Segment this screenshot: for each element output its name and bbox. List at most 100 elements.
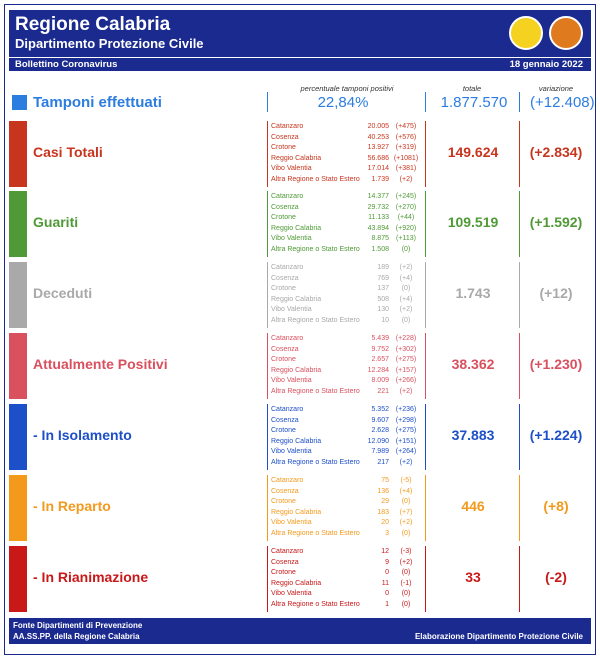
footer-source-agency: AA.SS.PP. della Regione Calabria — [13, 632, 140, 641]
province-delta: (+2) — [399, 519, 413, 526]
section-separator — [519, 404, 520, 470]
province-value: 12.090 — [367, 437, 389, 445]
province-delta: (0) — [401, 245, 411, 253]
province-row: Catanzaro 12 (-3) — [271, 547, 421, 558]
province-delta: (+151) — [395, 437, 417, 445]
province-row: Cosenza 40.253 (+576) — [271, 133, 421, 144]
province-name: Vibo Valentia — [271, 165, 312, 172]
section-color-bar — [9, 121, 27, 187]
section-separator — [425, 121, 426, 187]
province-name: Reggio Calabria — [271, 154, 322, 162]
province-value: 20.005 — [367, 123, 389, 130]
province-list: Catanzaro 20.005 (+475) Cosenza 40.253 (+576)… — [271, 122, 421, 185]
province-row: Reggio Calabria 12.090 (+151) — [271, 437, 421, 448]
province-name: Reggio Calabria — [271, 224, 322, 232]
province-name: Crotone — [271, 285, 296, 292]
province-delta: (+576) — [395, 133, 417, 141]
province-name: Altra Regione o Stato Estero — [271, 529, 360, 537]
section-variation: (-2) — [545, 569, 567, 585]
section-separator — [425, 262, 426, 328]
province-value: 10 — [381, 316, 389, 324]
region-title: Regione Calabria — [15, 14, 171, 35]
section-separator — [267, 121, 268, 187]
province-value: 9.752 — [371, 345, 389, 353]
province-row: Vibo Valentia 8.009 (+266) — [271, 376, 421, 387]
footer-credit: Elaborazione Dipartimento Protezione Civ… — [414, 632, 583, 641]
province-name: Crotone — [271, 144, 296, 151]
column-header-percentage: percentuale tamponi positivi — [300, 84, 394, 93]
province-name: Cosenza — [271, 133, 299, 141]
province-delta: (0) — [401, 498, 411, 505]
bulletin-bar: Bollettino Coronavirus 18 gennaio 2022 — [9, 58, 591, 71]
province-row: Altra Regione o Stato Estero 3 (0) — [271, 529, 421, 540]
province-value: 137 — [377, 285, 389, 292]
section-4: - In Isolamento Catanzaro 5.352 (+236) Cosen… — [9, 404, 591, 470]
section-6: - In Rianimazione Catanzaro 12 (-3) Cosenza 9… — [9, 546, 591, 612]
province-row: Catanzaro 189 (+2) — [271, 263, 421, 274]
province-delta: (-3) — [400, 548, 412, 555]
province-delta: (+1081) — [393, 154, 419, 162]
province-row: Cosenza 9.752 (+302) — [271, 345, 421, 356]
section-separator — [519, 546, 520, 612]
province-list: Catanzaro 5.352 (+236) Cosenza 9.607 (+298) Cr… — [271, 405, 421, 468]
province-name: Vibo Valentia — [271, 590, 312, 597]
section-color-bar — [9, 191, 27, 257]
province-row: Reggio Calabria 183 (+7) — [271, 508, 421, 519]
section-separator — [267, 404, 268, 470]
province-delta: (+2) — [399, 558, 413, 566]
province-delta: (+475) — [395, 123, 417, 130]
section-color-bar — [9, 475, 27, 541]
tamponi-total: 1.877.570 — [440, 94, 508, 111]
province-value: 1.508 — [371, 245, 389, 253]
province-row: Crotone 2.657 (+275) — [271, 355, 421, 366]
province-name: Crotone — [271, 356, 296, 363]
province-delta: (+266) — [395, 377, 417, 384]
province-delta: (+264) — [395, 448, 417, 455]
section-color-bar — [9, 262, 27, 328]
province-value: 217 — [377, 458, 389, 466]
province-name: Catanzaro — [271, 548, 304, 555]
bulletin-date: 18 gennaio 2022 — [509, 59, 583, 70]
tamponi-separator — [267, 92, 268, 112]
province-value: 1 — [385, 600, 389, 608]
province-value: 12.284 — [367, 366, 389, 374]
section-color-bar — [9, 404, 27, 470]
province-delta: (+44) — [397, 214, 415, 221]
province-name: Catanzaro — [271, 123, 304, 130]
section-color-bar — [9, 333, 27, 399]
section-separator — [425, 475, 426, 541]
province-delta: (0) — [401, 316, 411, 324]
province-row: Catanzaro 14.377 (+245) — [271, 192, 421, 203]
section-2: Deceduti Catanzaro 189 (+2) Cosenza 769 (+4) Cr… — [9, 262, 591, 328]
province-value: 43.894 — [367, 224, 389, 232]
province-value: 183 — [377, 508, 389, 516]
section-label: Casi Totali — [33, 144, 103, 160]
section-1: Guariti Catanzaro 14.377 (+245) Cosenza 29.73… — [9, 191, 591, 257]
province-list: Catanzaro 14.377 (+245) Cosenza 29.732 (+270)… — [271, 192, 421, 255]
province-name: Altra Regione o Stato Estero — [271, 387, 360, 395]
province-name: Vibo Valentia — [271, 235, 312, 242]
province-row: Altra Regione o Stato Estero 217 (+2) — [271, 458, 421, 469]
province-value: 12 — [381, 548, 389, 555]
province-delta: (+2) — [399, 458, 413, 466]
section-separator — [425, 404, 426, 470]
province-value: 20 — [381, 519, 389, 526]
province-name: Vibo Valentia — [271, 306, 312, 313]
tamponi-percentage: 22,84% — [317, 94, 369, 111]
province-value: 29.732 — [367, 203, 389, 211]
province-delta: (+113) — [396, 235, 416, 242]
province-value: 189 — [377, 264, 389, 271]
province-value: 0 — [385, 569, 389, 576]
province-delta: (+302) — [395, 345, 417, 353]
province-delta: (+2) — [399, 306, 413, 313]
province-row: Catanzaro 5.439 (+228) — [271, 334, 421, 345]
province-delta: (+4) — [399, 487, 413, 495]
province-name: Reggio Calabria — [271, 579, 322, 587]
province-value: 29 — [381, 498, 389, 505]
section-0: Casi Totali Catanzaro 20.005 (+475) Cosenza 4… — [9, 121, 591, 187]
province-delta: (-1) — [400, 579, 412, 587]
province-value: 0 — [385, 590, 389, 597]
province-value: 769 — [377, 274, 389, 282]
province-row: Altra Regione o Stato Estero 10 (0) — [271, 316, 421, 327]
section-total: 149.624 — [447, 144, 499, 160]
